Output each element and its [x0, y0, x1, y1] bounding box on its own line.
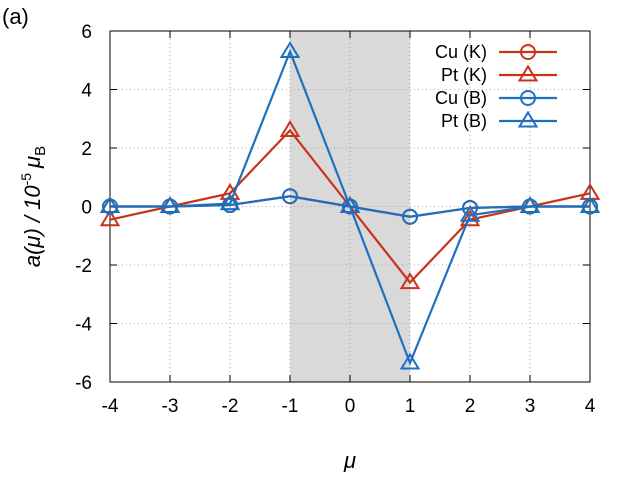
series-layer [99, 41, 601, 370]
y-tick-label: 2 [81, 139, 92, 160]
y-label-prefix: a(μ) / 10 [20, 185, 45, 268]
legend-label: Pt (B) [441, 111, 487, 131]
data-point [282, 188, 298, 205]
legend-label: Cu (B) [435, 88, 487, 108]
data-point [99, 209, 121, 227]
data-point [219, 193, 241, 211]
y-label-unit: μ [20, 156, 45, 169]
legend-label: Cu (K) [435, 42, 487, 62]
legend: Cu (K) Pt (K) Cu (B) Pt (B) [435, 42, 557, 131]
data-point [99, 196, 121, 214]
y-tick-label: 4 [81, 81, 92, 102]
x-tick-label: -4 [102, 396, 119, 417]
y-tick-label: 0 [81, 198, 92, 219]
y-tick-label: -4 [75, 315, 92, 336]
data-point [399, 272, 421, 290]
series-line [110, 48, 590, 366]
x-axis-label: μ [343, 448, 356, 473]
grid [110, 31, 590, 382]
y-label-exponent: -5 [18, 173, 34, 186]
y-tick-label: -6 [75, 373, 92, 394]
data-point [339, 196, 361, 214]
x-tick-label: 0 [345, 396, 356, 417]
x-tick-label: 1 [405, 396, 416, 417]
series-3 [99, 41, 601, 370]
x-tick-label: 3 [525, 396, 536, 417]
x-tick-label: -3 [162, 396, 179, 417]
data-point [519, 196, 541, 214]
x-tick-label: 4 [585, 396, 596, 417]
legend-swatch-marker [520, 44, 536, 60]
data-point [159, 196, 181, 214]
data-point [399, 352, 421, 370]
data-point [459, 204, 481, 222]
y-tick-label: -2 [75, 256, 92, 277]
y-label-unit-subscript: B [32, 146, 49, 156]
legend-label: Pt (K) [441, 65, 487, 85]
data-point [579, 196, 601, 214]
x-tick-label: -2 [222, 396, 239, 417]
data-point [402, 208, 418, 225]
axis-ticks: -4 -3 -2 -1 0 1 2 3 4 -6 -4 -2 0 2 4 6 [75, 22, 596, 417]
data-point [279, 120, 301, 137]
y-tick-label: 6 [81, 22, 92, 43]
y-axis-label: a(μ) / 10-5 μB [18, 146, 49, 267]
panel-label: (a) [2, 4, 29, 29]
legend-swatch-marker [517, 64, 539, 82]
legend-swatch-marker [520, 90, 536, 106]
x-tick-label: 2 [465, 396, 476, 417]
data-point [459, 209, 481, 227]
data-point [279, 41, 301, 58]
x-tick-label: -1 [282, 396, 299, 417]
legend-swatch-marker [517, 110, 539, 128]
